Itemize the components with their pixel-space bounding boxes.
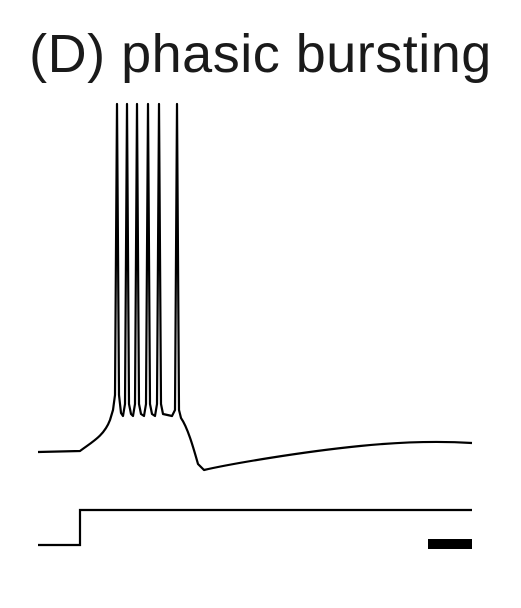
figure-title: (D) phasic bursting xyxy=(29,24,492,84)
time-scale-bar xyxy=(428,539,472,549)
membrane-potential-trace xyxy=(37,102,473,472)
stimulus-step-trace xyxy=(38,508,472,547)
